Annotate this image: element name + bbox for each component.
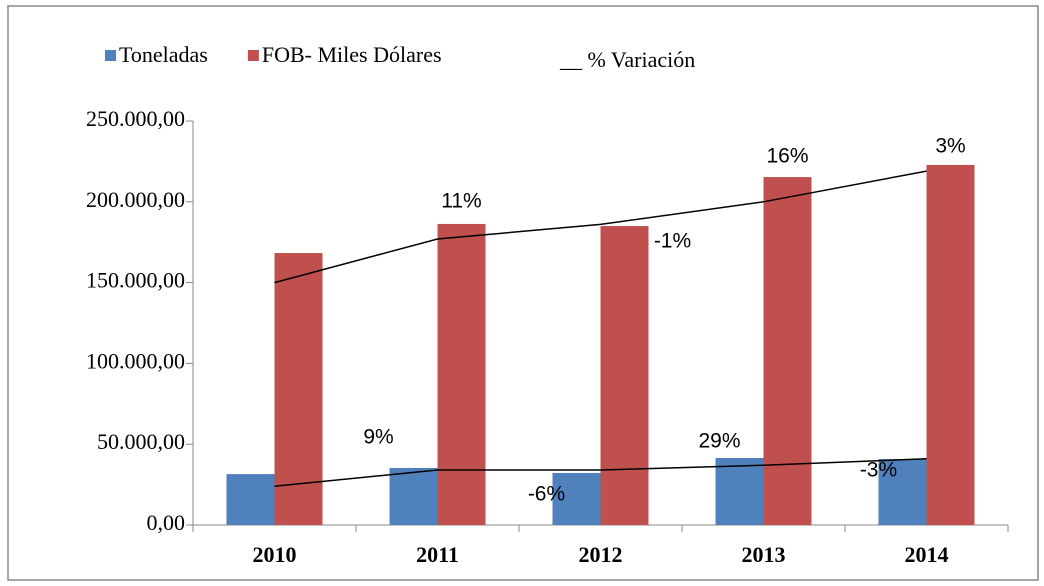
variation-label: 16%: [766, 145, 808, 168]
bar: [274, 253, 323, 525]
y-tick-label: 100.000,00: [86, 348, 185, 373]
chart-frame: [7, 5, 1039, 581]
bar: [437, 223, 486, 525]
bar: [926, 164, 975, 525]
legend-swatch: [105, 50, 116, 61]
variation-line: [274, 170, 927, 284]
legend-label: __ % Variación: [559, 47, 695, 72]
bar: [878, 459, 927, 525]
bar: [600, 226, 649, 526]
bar: [552, 472, 601, 525]
variation-label: -3%: [860, 459, 897, 482]
x-tick-label: 2012: [579, 542, 623, 567]
x-tick-label: 2014: [905, 542, 949, 567]
legend-label: Toneladas: [119, 42, 208, 67]
y-tick-label: 250.000,00: [86, 106, 185, 131]
bar: [389, 467, 438, 525]
y-tick-label: 50.000,00: [97, 429, 185, 454]
y-tick-label: 150.000,00: [86, 268, 185, 293]
y-tick-label: 200.000,00: [86, 187, 185, 212]
variation-label: 11%: [441, 189, 481, 212]
variation-label: 9%: [363, 426, 393, 449]
variation-label: 29%: [698, 429, 740, 452]
x-tick-label: 2013: [742, 542, 786, 567]
x-tick-label: 2011: [416, 542, 459, 567]
bar: [715, 457, 764, 525]
y-tick-label: 0,00: [147, 510, 186, 535]
variation-label: -1%: [654, 230, 691, 253]
bar: [226, 474, 275, 525]
x-tick-label: 2010: [253, 542, 297, 567]
legend-label: FOB- Miles Dólares: [262, 42, 442, 67]
variation-line: [274, 457, 927, 487]
bar: [763, 177, 812, 525]
variation-label: -6%: [528, 483, 565, 506]
variation-label: 3%: [935, 135, 965, 158]
legend-swatch: [247, 50, 259, 61]
